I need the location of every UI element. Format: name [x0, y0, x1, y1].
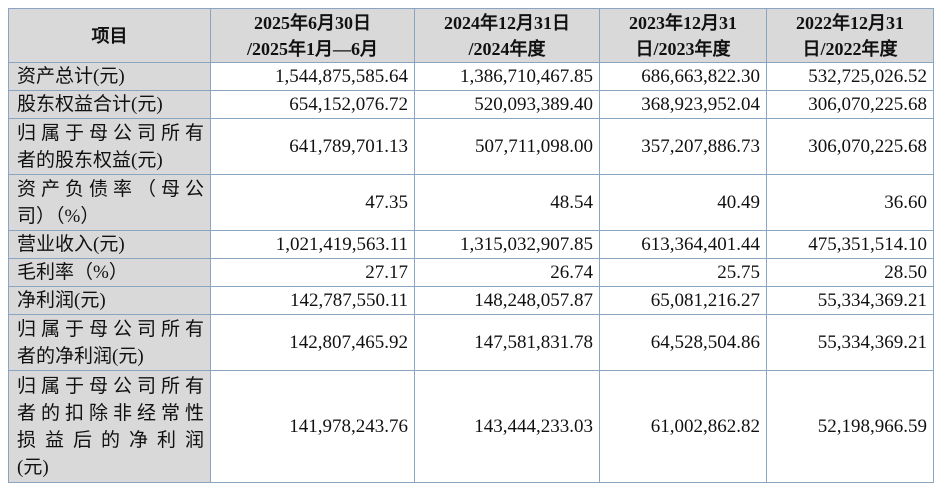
value-cell: 48.54 [414, 174, 600, 231]
row-label-line: 司）（%） [17, 205, 100, 227]
value-cell: 47.35 [210, 174, 415, 231]
value-cell: 654,152,076.72 [210, 90, 415, 119]
table-row: 营业收入(元) 1,021,419,563.11 1,315,032,907.85 6… [8, 230, 934, 259]
value-cell: 61,002,862.82 [599, 370, 767, 483]
row-label-line: 归属于母公司所有 [17, 375, 204, 397]
row-label: 资产总计(元) [8, 62, 211, 91]
value-cell: 141,978,243.76 [210, 370, 415, 483]
value-cell: 613,364,401.44 [599, 230, 767, 259]
value-cell: 686,663,822.30 [599, 62, 767, 91]
value-cell: 143,444,233.03 [414, 370, 600, 483]
header-line: 2024年12月31日 [444, 12, 570, 33]
row-label-line: 者的扣除非经常性 [17, 402, 204, 424]
value-cell: 1,315,032,907.85 [414, 230, 600, 259]
value-cell: 1,021,419,563.11 [210, 230, 415, 259]
row-label: 归属于母公司所有 者的扣除非经常性 损益后的净利润 (元) [8, 370, 211, 483]
value-cell: 28.50 [766, 258, 934, 287]
value-cell: 148,248,057.87 [414, 286, 600, 315]
value-cell: 55,334,369.21 [766, 314, 934, 371]
row-label-line: 资产负债率（母公 [17, 178, 204, 200]
header-line: 2025年6月30日 [254, 12, 371, 33]
value-cell: 25.75 [599, 258, 767, 287]
header-line: 日/2022年度 [802, 38, 898, 59]
row-label-line: 者的股东权益(元) [17, 149, 163, 171]
row-label: 股东权益合计(元) [8, 90, 211, 119]
value-cell: 1,544,875,585.64 [210, 62, 415, 91]
row-label: 净利润(元) [8, 286, 211, 315]
value-cell: 1,386,710,467.85 [414, 62, 600, 91]
financial-summary-table: 项目 2025年6月30日/2025年1月—6月 2024年12月31日/2024年… [8, 8, 934, 483]
header-line: /2025年1月—6月 [246, 38, 378, 59]
value-cell: 532,725,026.52 [766, 62, 934, 91]
value-cell: 27.17 [210, 258, 415, 287]
header-line: 日/2023年度 [635, 38, 731, 59]
header-line: 2023年12月31 [629, 12, 737, 33]
row-label: 归属于母公司所有 者的净利润(元) [8, 314, 211, 371]
value-cell: 147,581,831.78 [414, 314, 600, 371]
header-item: 项目 [8, 8, 211, 63]
value-cell: 306,070,225.68 [766, 118, 934, 175]
header-line: /2024年度 [468, 38, 546, 59]
table-row: 股东权益合计(元) 654,152,076.72 520,093,389.40 368… [8, 90, 934, 119]
row-label-line: 营业收入(元) [17, 234, 125, 255]
header-period: 2025年6月30日/2025年1月—6月 [210, 8, 415, 63]
value-cell: 65,081,216.27 [599, 286, 767, 315]
row-label-line: 资产总计(元) [17, 66, 125, 87]
table-row: 归属于母公司所有 者的净利润(元) 142,807,465.92 147,581,83… [8, 314, 934, 371]
value-cell: 475,351,514.10 [766, 230, 934, 259]
table-row: 归属于母公司所有 者的扣除非经常性 损益后的净利润 (元) 141,978,243.76… [8, 370, 934, 483]
table-row: 净利润(元) 142,787,550.11 148,248,057.87 65,081… [8, 286, 934, 315]
table-row: 资产负债率（母公 司）（%） 47.35 48.54 40.49 36.60 [8, 174, 934, 231]
table-row: 归属于母公司所有 者的股东权益(元) 641,789,701.13 507,711,0… [8, 118, 934, 175]
row-label-line: 归属于母公司所有 [17, 318, 204, 340]
value-cell: 142,807,465.92 [210, 314, 415, 371]
header-line: 2022年12月31 [796, 12, 904, 33]
row-label-line: 毛利率（%） [17, 262, 128, 283]
value-cell: 52,198,966.59 [766, 370, 934, 483]
value-cell: 520,093,389.40 [414, 90, 600, 119]
header-line: 项目 [91, 25, 128, 46]
row-label-line: 损益后的净利润 [17, 429, 204, 451]
table-row: 毛利率（%） 27.17 26.74 25.75 28.50 [8, 258, 934, 287]
row-label: 毛利率（%） [8, 258, 211, 287]
value-cell: 142,787,550.11 [210, 286, 415, 315]
value-cell: 368,923,952.04 [599, 90, 767, 119]
value-cell: 55,334,369.21 [766, 286, 934, 315]
row-label-line: 股东权益合计(元) [17, 94, 163, 115]
row-label-line: (元) [17, 456, 49, 478]
value-cell: 357,207,886.73 [599, 118, 767, 175]
value-cell: 507,711,098.00 [414, 118, 600, 175]
row-label-line: 归属于母公司所有 [17, 122, 204, 144]
header-period: 2024年12月31日/2024年度 [414, 8, 600, 63]
header-period: 2023年12月31 日/2023年度 [599, 8, 767, 63]
value-cell: 40.49 [599, 174, 767, 231]
header-row: 项目 2025年6月30日/2025年1月—6月 2024年12月31日/2024年… [8, 8, 934, 63]
row-label: 营业收入(元) [8, 230, 211, 259]
header-period: 2022年12月31 日/2022年度 [766, 8, 934, 63]
value-cell: 64,528,504.86 [599, 314, 767, 371]
row-label: 归属于母公司所有 者的股东权益(元) [8, 118, 211, 175]
value-cell: 641,789,701.13 [210, 118, 415, 175]
row-label: 资产负债率（母公 司）（%） [8, 174, 211, 231]
row-label-line: 净利润(元) [17, 290, 106, 311]
value-cell: 306,070,225.68 [766, 90, 934, 119]
value-cell: 36.60 [766, 174, 934, 231]
table-row: 资产总计(元) 1,544,875,585.64 1,386,710,467.85 6… [8, 62, 934, 91]
row-label-line: 者的净利润(元) [17, 345, 144, 367]
value-cell: 26.74 [414, 258, 600, 287]
